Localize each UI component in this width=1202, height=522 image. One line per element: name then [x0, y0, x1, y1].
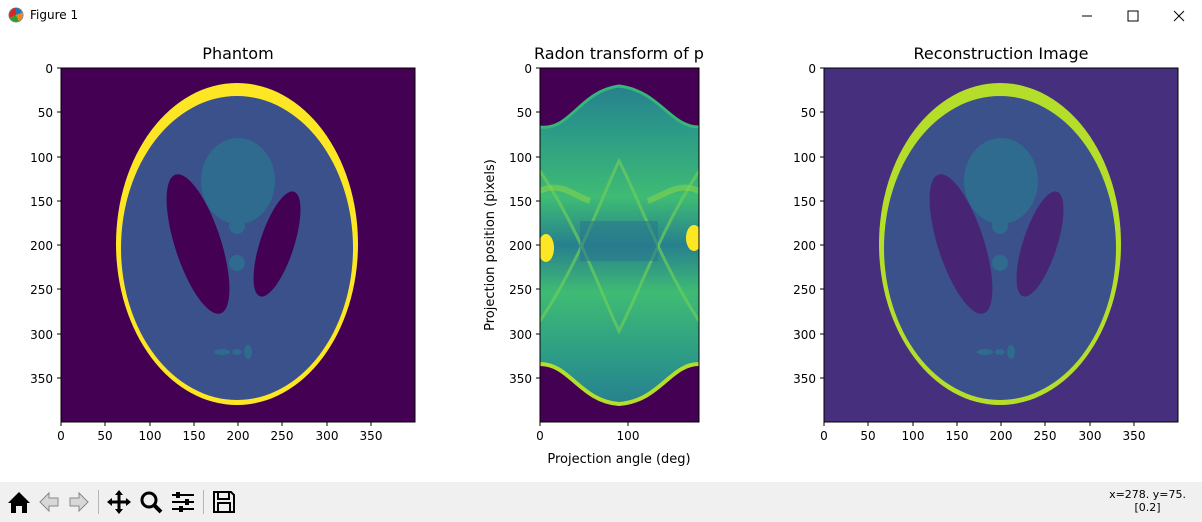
figure-canvas[interactable]: Phantom 0 50 100 150 200 [0, 31, 1202, 482]
tick-label: 50 [38, 106, 53, 120]
sinogram-axes: Radon transform of p 0 100 0 50 [483, 44, 704, 467]
tick-label: 50 [97, 429, 112, 443]
reconstruction-x-ticks: 0 50 100 150 200 250 300 350 [820, 422, 1145, 443]
tick-label: 0 [808, 62, 816, 76]
forward-button[interactable] [64, 487, 94, 517]
figure-svg: Phantom 0 50 100 150 200 [30, 44, 1179, 467]
tick-label: 100 [902, 429, 925, 443]
tick-label: 300 [509, 328, 532, 342]
home-button[interactable] [4, 487, 34, 517]
navigation-toolbar: x=278. y=75. [0.2] [0, 482, 1202, 522]
tick-label: 300 [30, 328, 53, 342]
sinogram-image [540, 68, 699, 422]
tick-label: 250 [793, 283, 816, 297]
tick-label: 350 [509, 372, 532, 386]
app-icon [8, 7, 24, 23]
tick-label: 100 [139, 429, 162, 443]
tick-label: 250 [1034, 429, 1057, 443]
tick-label: 200 [509, 239, 532, 253]
tick-label: 0 [524, 62, 532, 76]
zoom-icon [140, 491, 163, 514]
window-titlebar: Figure 1 [0, 0, 1202, 31]
tick-label: 0 [45, 62, 53, 76]
tick-label: 150 [509, 195, 532, 209]
tick-label: 100 [30, 151, 53, 165]
tick-label: 250 [509, 283, 532, 297]
tick-label: 200 [793, 239, 816, 253]
pan-button[interactable] [104, 487, 134, 517]
tick-label: 250 [30, 283, 53, 297]
tick-label: 150 [946, 429, 969, 443]
toolbar-separator [98, 490, 99, 514]
toolbar-separator [203, 490, 204, 514]
tick-label: 0 [820, 429, 828, 443]
tick-label: 350 [793, 372, 816, 386]
phantom-image [61, 68, 415, 422]
tick-label: 300 [793, 328, 816, 342]
back-button[interactable] [34, 487, 64, 517]
tick-label: 350 [360, 429, 383, 443]
maximize-icon [1127, 10, 1139, 22]
tick-label: 50 [801, 106, 816, 120]
sinogram-title: Radon transform of p [534, 44, 704, 63]
sinogram-xlabel: Projection angle (deg) [547, 452, 690, 467]
phantom-title: Phantom [202, 44, 273, 63]
pan-icon [107, 490, 131, 514]
forward-icon [69, 491, 89, 513]
tick-label: 150 [183, 429, 206, 443]
phantom-axes: Phantom 0 50 100 150 200 [30, 44, 416, 443]
tick-label: 350 [1123, 429, 1146, 443]
back-icon [39, 491, 59, 513]
tick-label: 50 [517, 106, 532, 120]
tick-label: 150 [793, 195, 816, 209]
reconstruction-y-ticks: 0 50 100 150 200 250 300 350 [793, 62, 824, 386]
tick-label: 300 [1079, 429, 1102, 443]
window-title: Figure 1 [30, 8, 79, 22]
configure-subplots-icon [172, 492, 194, 512]
close-button[interactable] [1156, 0, 1202, 31]
tick-label: 300 [316, 429, 339, 443]
coords-line-1: x=278. y=75. [1109, 488, 1186, 501]
tick-label: 50 [860, 429, 875, 443]
save-button[interactable] [209, 487, 239, 517]
reconstruction-image [824, 68, 1178, 422]
phantom-x-ticks: 0 50 100 150 200 250 300 350 [57, 422, 382, 443]
sinogram-x-ticks: 0 100 [536, 422, 639, 443]
maximize-button[interactable] [1110, 0, 1156, 31]
close-icon [1173, 10, 1185, 22]
tick-label: 200 [990, 429, 1013, 443]
tick-label: 250 [271, 429, 294, 443]
reconstruction-axes: Reconstruction Image 0 50 100 150 [793, 44, 1179, 443]
tick-label: 0 [57, 429, 65, 443]
configure-subplots-button[interactable] [168, 487, 198, 517]
tick-label: 350 [30, 372, 53, 386]
tick-label: 200 [227, 429, 250, 443]
tick-label: 100 [793, 151, 816, 165]
coords-line-2: [0.2] [1134, 501, 1161, 514]
minimize-icon [1082, 15, 1092, 17]
sinogram-ylabel: Projection position (pixels) [483, 159, 498, 331]
tick-label: 150 [30, 195, 53, 209]
cursor-coordinates: x=278. y=75. [0.2] [1109, 488, 1186, 514]
tick-label: 100 [617, 429, 640, 443]
home-icon [8, 492, 30, 513]
phantom-y-ticks: 0 50 100 150 200 250 300 350 [30, 62, 61, 386]
tick-label: 0 [536, 429, 544, 443]
minimize-button[interactable] [1064, 0, 1110, 31]
reconstruction-title: Reconstruction Image [914, 44, 1089, 63]
zoom-button[interactable] [136, 487, 166, 517]
save-icon [213, 491, 235, 513]
sinogram-y-ticks: 0 50 100 150 200 250 300 350 [509, 62, 540, 386]
tick-label: 100 [509, 151, 532, 165]
tick-label: 200 [30, 239, 53, 253]
